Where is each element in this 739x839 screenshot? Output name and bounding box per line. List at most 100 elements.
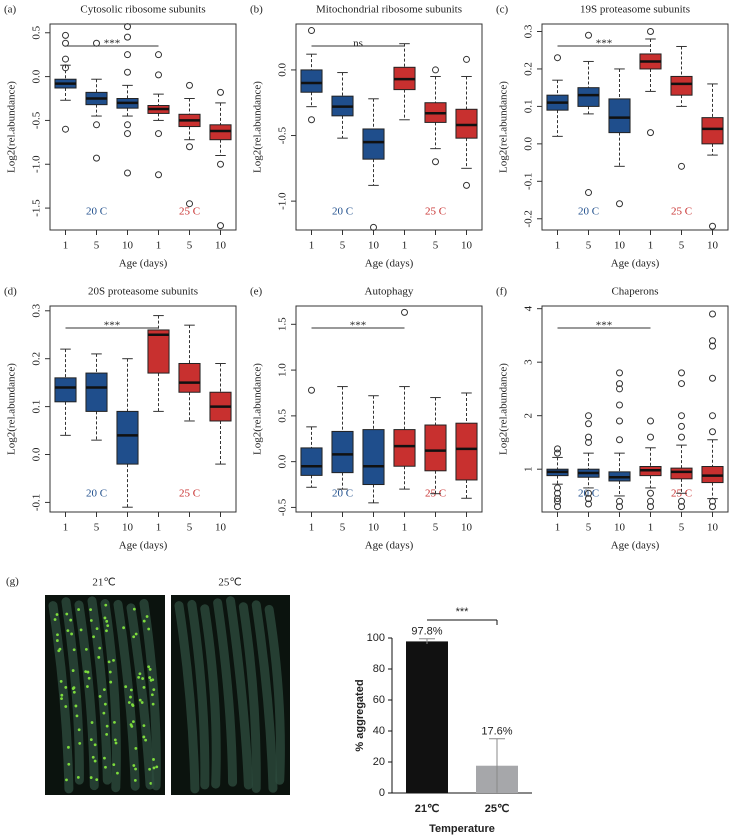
box (608, 98, 631, 134)
significance-label: *** (596, 38, 613, 50)
x-axis-label: Age (days) (365, 540, 414, 552)
group-label: 20 C (332, 488, 353, 500)
x-tick-label: 1 (309, 240, 315, 252)
x-tick-label: 1 (648, 522, 654, 534)
x-tick-label: 5 (586, 522, 592, 534)
aggregate (108, 670, 112, 674)
aggregate (149, 678, 153, 682)
aggregate (149, 781, 153, 785)
outlier (155, 130, 162, 138)
y-tick-label: -0.2 (523, 210, 535, 227)
y-tick-label: -0.1 (523, 173, 535, 190)
chart-title: Autophagy (365, 286, 414, 298)
aggregate (109, 680, 113, 684)
worm (126, 603, 155, 790)
aggregate (60, 693, 64, 697)
aggregate (65, 612, 69, 616)
aggregate (140, 701, 144, 704)
x-tick-label: 1 (402, 522, 408, 534)
outlier (585, 500, 592, 508)
x-tick-label: 21℃ (415, 803, 440, 815)
x-tick-label: 10 (461, 522, 473, 534)
aggregate (65, 778, 68, 782)
aggregate (89, 619, 93, 622)
y-tick-label: 1.5 (277, 317, 289, 331)
outlier (616, 436, 623, 444)
aggregate (98, 695, 102, 698)
aggregate (132, 720, 135, 724)
aggregate (59, 679, 63, 683)
plot-frame (49, 305, 237, 513)
outlier (585, 420, 592, 428)
group-label: 25 C (179, 206, 200, 218)
aggregate (152, 758, 155, 761)
y-axis-label: Log2(rel.abundance) (498, 81, 510, 173)
y-tick-label: 80 (373, 663, 385, 675)
outlier (554, 445, 561, 453)
aggregate (98, 646, 102, 650)
aggregate (71, 687, 75, 690)
outlier (616, 385, 623, 393)
aggregate (70, 632, 73, 636)
x-tick-label: 10 (461, 240, 473, 252)
outlier (678, 380, 685, 388)
box (455, 422, 478, 481)
group-label: 20 C (578, 206, 599, 218)
aggregate (142, 685, 146, 689)
y-tick-label: 2 (523, 413, 535, 419)
outlier (308, 386, 315, 394)
y-tick-label: 0.3 (523, 24, 535, 38)
worm (251, 600, 278, 793)
y-tick-label: 0.5 (277, 408, 289, 422)
outlier (432, 66, 439, 74)
outlier (709, 428, 716, 436)
aggregate (64, 686, 68, 689)
y-tick-label: 1.0 (277, 363, 289, 377)
aggregate (86, 670, 90, 674)
aggregate (129, 688, 133, 692)
outlier (616, 380, 623, 388)
outlier (93, 121, 100, 129)
aggregate (132, 635, 136, 639)
x-tick-label: 10 (614, 522, 626, 534)
outlier (554, 497, 561, 505)
plot-frame (541, 23, 729, 231)
significance-label: *** (456, 606, 470, 618)
x-axis-label: Temperature (429, 823, 495, 835)
y-tick-label: 60 (373, 694, 385, 706)
y-tick-label: -0.5 (277, 498, 289, 516)
x-tick-label: 10 (122, 240, 134, 252)
outlier (308, 116, 315, 124)
x-tick-label: 10 (215, 522, 227, 534)
y-tick-label: 0.0 (277, 63, 289, 77)
aggregate (89, 738, 93, 742)
x-tick-label: 1 (648, 240, 654, 252)
outlier (463, 181, 470, 189)
bar (406, 641, 448, 793)
panel-label: (b) (250, 4, 263, 16)
y-tick-label: 0.1 (523, 100, 535, 114)
outlier (124, 51, 131, 59)
aggregate (95, 778, 99, 782)
aggregate (97, 655, 101, 659)
aggregate (87, 676, 91, 680)
y-axis-label: Log2(rel.abundance) (6, 363, 18, 455)
outlier (217, 88, 224, 96)
plot-frame (541, 305, 729, 513)
outlier (124, 130, 131, 138)
aggregate (122, 626, 126, 630)
aggregate (53, 618, 57, 621)
outlier (93, 154, 100, 162)
box (362, 429, 385, 486)
box (54, 377, 77, 403)
aggregate (102, 711, 106, 715)
aggregate (67, 745, 70, 749)
x-tick-label: 1 (63, 240, 69, 252)
worm (87, 596, 112, 785)
significance-label: ns (353, 38, 363, 50)
y-tick-label: 0.0 (31, 69, 43, 83)
y-tick-label: -1.0 (277, 192, 289, 210)
chart-title: Chaperons (611, 286, 658, 298)
y-tick-label: 0 (379, 787, 385, 799)
group-label: 25 C (179, 488, 200, 500)
